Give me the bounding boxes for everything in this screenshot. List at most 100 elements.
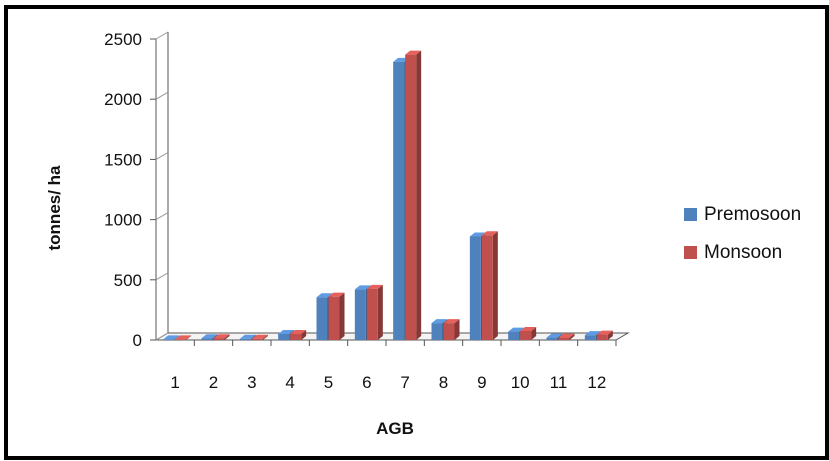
bar-monsoon-3 [251,334,268,340]
x-tick-label: 2 [209,373,218,392]
x-tick-label: 9 [477,373,486,392]
y-tick-label: 0 [133,331,142,350]
legend-swatch-monsoon [684,246,697,259]
bar-monsoon-5 [328,292,345,340]
bar-front [443,323,455,340]
bar-top [316,293,333,298]
y-tick-diagonal [155,91,169,100]
bar-side [531,326,537,340]
legend: Premosoon Monsoon [684,204,801,263]
bar-monsoon-10 [520,326,537,340]
bar-front [354,289,366,340]
bar-monsoon-7 [405,50,422,340]
x-tick-label: 11 [550,373,568,392]
chart-axes [154,32,630,341]
bar-monsoon-11 [558,333,575,340]
x-tick-label: 10 [511,373,530,392]
x-tick-label: 6 [362,373,371,392]
bar-top [201,334,218,339]
bar-top [239,334,256,339]
bar-front [328,296,340,340]
bar-front [163,339,175,340]
bar-top [175,335,192,340]
x-tick-label: 12 [587,373,606,392]
bar-front [558,337,570,340]
y-tick-diagonal [155,31,169,40]
bar-front [431,323,443,340]
bar-front [278,333,290,340]
bar-side [186,335,192,340]
bar-side [174,335,180,340]
bar-front [584,335,596,340]
bar-monsoon-2 [213,334,230,340]
bar-front [520,330,532,340]
bar-monsoon-12 [596,330,613,340]
bar-side [377,284,383,340]
bar-top [481,231,498,236]
bar-front [316,297,328,340]
bar-side [301,329,307,340]
bar-monsoon-8 [443,319,460,340]
y-tick-label: 2500 [104,30,142,49]
bar-front [393,61,405,340]
bar-side [454,319,460,340]
bar-top [558,333,575,338]
x-tick-label: 1 [170,373,179,392]
x-tick-label: 7 [400,373,409,392]
bar-top [443,319,460,324]
x-axis-title: AGB [376,419,414,438]
bar-top [328,292,345,297]
bar-top [405,50,422,55]
bar-top [290,329,307,334]
bar-front [366,288,378,340]
bar-top [584,331,601,336]
legend-label-monsoon: Monsoon [704,242,782,263]
chart-bars [163,50,613,340]
bar-front [405,54,417,340]
bar-side [569,333,575,340]
bar-front [596,334,608,340]
chart-frame: 0 500 1000 1500 2000 2500 1 2 3 4 5 6 7 8 9 10 11 12 tonn… [4,5,829,460]
bar-front [175,339,187,340]
y-tick-label: 1500 [104,150,142,169]
bar-top [520,326,537,331]
bar-side [416,50,422,340]
bar-top [213,334,230,339]
bar-top [431,319,448,324]
y-tick-diagonal [155,212,169,221]
bar-top [278,329,295,334]
y-tick-diagonal [155,151,169,160]
y-tick-label: 2000 [104,90,142,109]
y-tick-label: 500 [114,271,142,290]
x-tick-label: 5 [324,373,333,392]
bar-front [201,338,213,340]
bar-front [213,338,225,340]
bar-side [492,231,498,340]
bar-side [607,330,613,340]
y-tick-diagonal [155,272,169,281]
bar-front [546,337,558,340]
bar-top [354,285,371,290]
bar-monsoon-1 [175,335,192,340]
y-tick-label: 1000 [104,211,142,230]
bar-monsoon-9 [481,231,498,340]
bar-front [251,338,263,340]
bar-side [224,334,230,340]
x-tick-label: 8 [439,373,448,392]
y-tick-diagonal [155,332,169,341]
x-tick-label: 4 [285,373,294,392]
bar-top [163,335,180,340]
y-axis-title: tonnes/ ha [45,165,64,251]
bar-top [596,330,613,335]
bar-front [469,236,481,340]
bar-top [546,333,563,338]
bar-side [339,292,345,340]
bar-front [508,331,520,340]
legend-label-premosoon: Premosoon [704,204,801,225]
legend-swatch-premosoon [684,208,697,221]
bar-front [290,333,302,340]
bar-top [366,284,383,289]
bar-monsoon-6 [366,284,383,340]
bar-premosoon-1 [163,335,180,340]
